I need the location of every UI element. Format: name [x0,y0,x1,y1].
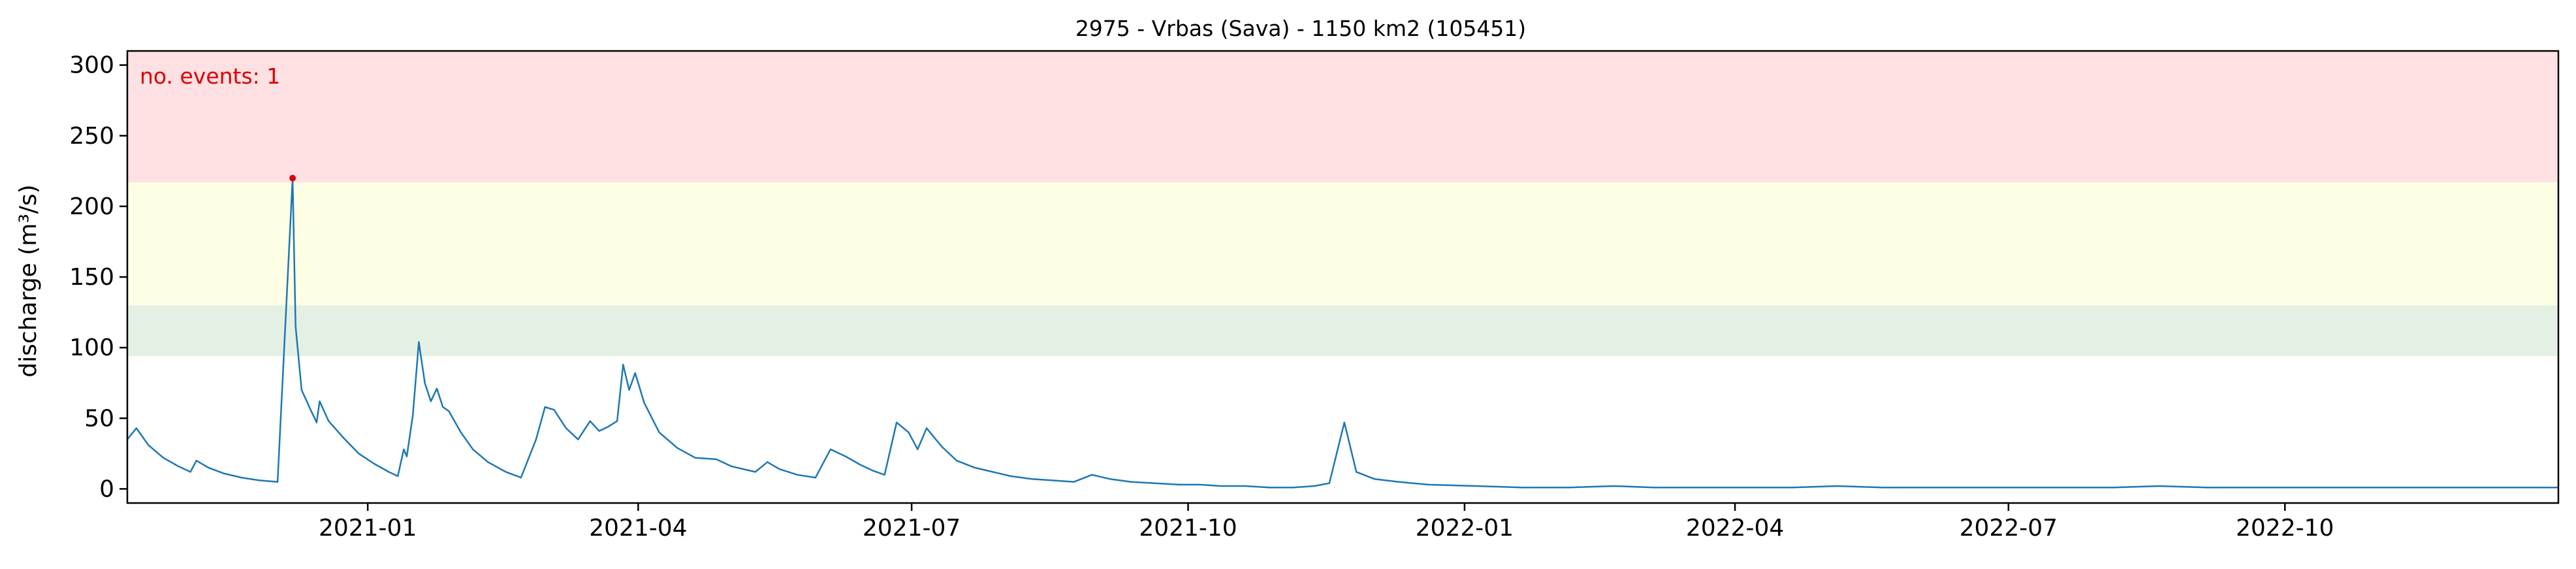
event-count-annotation: no. events: 1 [140,63,280,89]
y-tick-label-200: 200 [69,193,114,220]
x-tick-label-2021-04: 2021-04 [589,515,687,542]
y-tick-label-100: 100 [69,334,114,361]
y-tick-marks [119,64,127,490]
x-tick-label-2021-10: 2021-10 [1139,515,1237,542]
x-tick-label-2022-01: 2022-01 [1416,515,1514,542]
x-tick-labels: 2021-01 2021-04 2021-07 2021-10 2022-01 2022-… [319,515,2334,542]
x-tick-label-2022-07: 2022-07 [1960,515,2058,542]
x-tick-marks [366,503,2286,511]
chart-title: 2975 - Vrbas (Sava) - 1150 km2 (105451) [1075,16,1526,41]
plot-frame [126,50,2560,504]
x-tick-label-2021-07: 2021-07 [863,515,961,542]
y-tick-label-0: 0 [99,476,114,502]
y-tick-label-150: 150 [69,264,114,291]
threshold-bands [127,51,2558,357]
threshold-band-1 [127,305,2558,357]
x-tick-label-2022-10: 2022-10 [2236,515,2334,542]
y-tick-label-250: 250 [69,123,114,150]
threshold-band-3 [127,51,2558,183]
event-markers [289,174,296,182]
y-tick-label-50: 50 [84,405,114,432]
y-tick-labels: 0 50 100 150 200 250 300 [69,52,114,503]
y-tick-label-300: 300 [69,52,114,79]
x-tick-label-2021-01: 2021-01 [319,515,417,542]
x-tick-label-2022-04: 2022-04 [1686,515,1784,542]
y-axis-title: discharge (m³/s) [15,184,42,377]
event-marker-1 [289,174,296,182]
discharge-line [127,177,2558,489]
threshold-band-2 [127,182,2558,306]
